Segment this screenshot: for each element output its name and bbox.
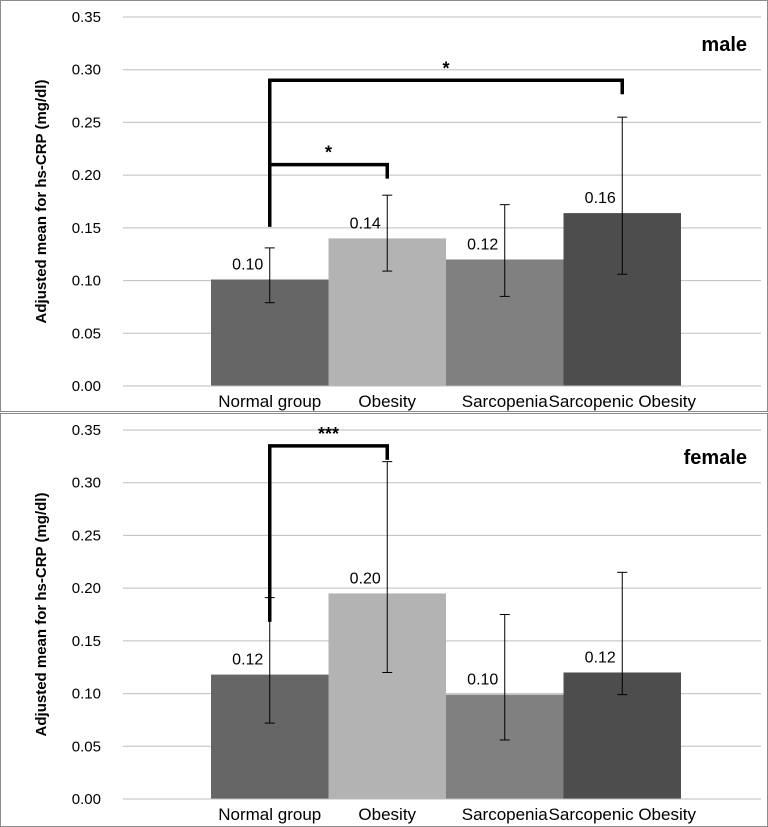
y-tick-label: 0.10 (72, 686, 101, 703)
y-axis-label: Adjusted mean for hs-CRP (mg/dl) (33, 80, 50, 324)
y-tick-label: 0.30 (72, 475, 101, 492)
chart-title: female (684, 447, 747, 469)
x-tick-label: Sarcopenia (462, 805, 549, 824)
y-tick-label: 0.30 (72, 62, 101, 79)
y-axis-label: Adjusted mean for hs-CRP (mg/dl) (33, 493, 50, 737)
x-tick-label: Sarcopenic Obesity (549, 805, 697, 824)
x-tick-label: Normal group (218, 805, 321, 824)
chart-title: male (701, 34, 747, 56)
y-tick-label: 0.35 (72, 422, 101, 439)
x-tick-label: Obesity (358, 392, 416, 411)
y-tick-label: 0.05 (72, 738, 101, 755)
data-label: 0.12 (585, 649, 616, 666)
y-tick-label: 0.25 (72, 527, 101, 544)
female-chart-panel: 0.00 0.05 0.10 0.15 0.20 0.25 0.30 0.35 Adjusted… (0, 413, 768, 827)
y-tick-label: 0.15 (72, 633, 101, 650)
x-tick-label: Normal group (218, 392, 321, 411)
y-tick-label: 0.10 (72, 273, 101, 290)
female-chart: 0.00 0.05 0.10 0.15 0.20 0.25 0.30 0.35 Adjusted… (33, 422, 761, 824)
data-label: 0.12 (232, 652, 263, 669)
x-tick-label: Obesity (358, 805, 416, 824)
y-tick-label: 0.20 (72, 167, 101, 184)
y-tick-label: 0.15 (72, 220, 101, 237)
significance-bracket (268, 444, 389, 622)
significance-marker: *** (318, 424, 339, 444)
y-tick-label: 0.25 (72, 114, 101, 131)
x-tick-label: Sarcopenia (462, 392, 549, 411)
data-label: 0.14 (350, 215, 381, 232)
data-label: 0.10 (467, 672, 498, 689)
y-tick-label: 0.35 (72, 9, 101, 26)
data-label: 0.20 (350, 570, 381, 587)
significance-bracket (268, 78, 624, 227)
y-tick-label: 0.00 (72, 378, 101, 395)
male-chart-panel: 0.00 0.05 0.10 0.15 0.20 0.25 0.30 0.35 Adjusted… (0, 0, 768, 412)
male-chart: 0.00 0.05 0.10 0.15 0.20 0.25 0.30 0.35 Adjusted… (33, 9, 761, 411)
significance-marker: * (442, 58, 449, 78)
y-tick-label: 0.05 (72, 325, 101, 342)
y-tick-label: 0.20 (72, 580, 101, 597)
y-tick-label: 0.00 (72, 791, 101, 808)
data-label: 0.10 (232, 257, 263, 274)
x-tick-label: Sarcopenic Obesity (549, 392, 697, 411)
data-label: 0.16 (585, 190, 616, 207)
data-label: 0.12 (467, 236, 498, 253)
significance-marker: * (325, 143, 332, 163)
